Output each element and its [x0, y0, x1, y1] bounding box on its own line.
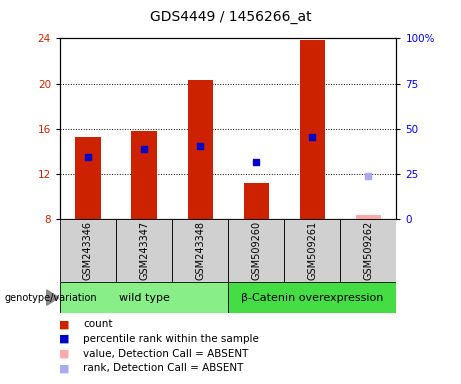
Bar: [60, 282, 228, 313]
Bar: [188, 80, 213, 219]
Bar: [340, 219, 396, 282]
Text: GSM243346: GSM243346: [83, 221, 93, 280]
Text: wild type: wild type: [118, 293, 170, 303]
Text: GSM509260: GSM509260: [251, 221, 261, 280]
Text: GDS4449 / 1456266_at: GDS4449 / 1456266_at: [150, 10, 311, 23]
Text: GSM243348: GSM243348: [195, 221, 205, 280]
Bar: [228, 219, 284, 282]
Text: GSM509261: GSM509261: [307, 221, 317, 280]
Bar: [172, 219, 228, 282]
Text: rank, Detection Call = ABSENT: rank, Detection Call = ABSENT: [83, 363, 243, 373]
Text: percentile rank within the sample: percentile rank within the sample: [83, 334, 259, 344]
Text: β-Catenin overexpression: β-Catenin overexpression: [241, 293, 384, 303]
Bar: [60, 219, 116, 282]
Text: GSM509262: GSM509262: [363, 221, 373, 280]
Text: GSM243347: GSM243347: [139, 221, 149, 280]
Bar: [75, 137, 100, 219]
Bar: [243, 183, 269, 219]
Polygon shape: [47, 290, 59, 305]
Bar: [284, 219, 340, 282]
Text: count: count: [83, 319, 112, 329]
Text: ■: ■: [59, 363, 70, 373]
Bar: [300, 40, 325, 219]
Text: ■: ■: [59, 349, 70, 359]
Text: ■: ■: [59, 334, 70, 344]
Text: value, Detection Call = ABSENT: value, Detection Call = ABSENT: [83, 349, 248, 359]
Bar: [131, 131, 157, 219]
Text: ■: ■: [59, 319, 70, 329]
Bar: [116, 219, 172, 282]
Bar: [356, 215, 381, 219]
Text: genotype/variation: genotype/variation: [5, 293, 97, 303]
Bar: [228, 282, 396, 313]
